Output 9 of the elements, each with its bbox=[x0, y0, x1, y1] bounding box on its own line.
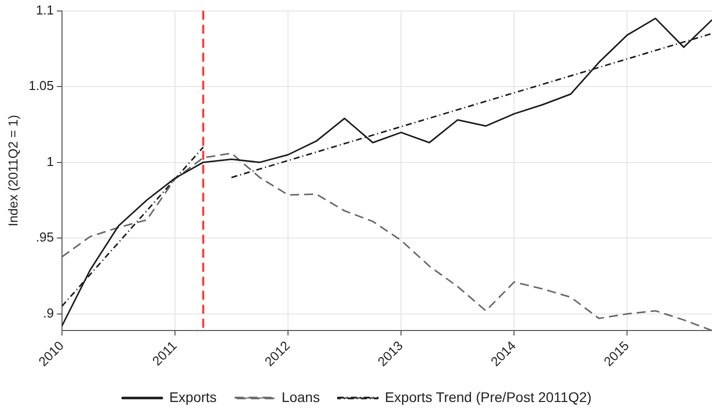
y-tick-label: 1 bbox=[46, 154, 54, 169]
y-tick-label: .95 bbox=[36, 230, 54, 245]
y-axis-title: Index (2011Q2 = 1) bbox=[5, 114, 20, 226]
legend-label: Exports Trend (Pre/Post 2011Q2) bbox=[384, 388, 592, 405]
y-tick-label: 1.1 bbox=[36, 2, 54, 18]
legend-label: Loans bbox=[282, 388, 320, 405]
legend-label: Exports bbox=[169, 388, 217, 405]
y-tick-label: 1.05 bbox=[28, 78, 54, 94]
y-tick-label: .9 bbox=[43, 305, 54, 320]
